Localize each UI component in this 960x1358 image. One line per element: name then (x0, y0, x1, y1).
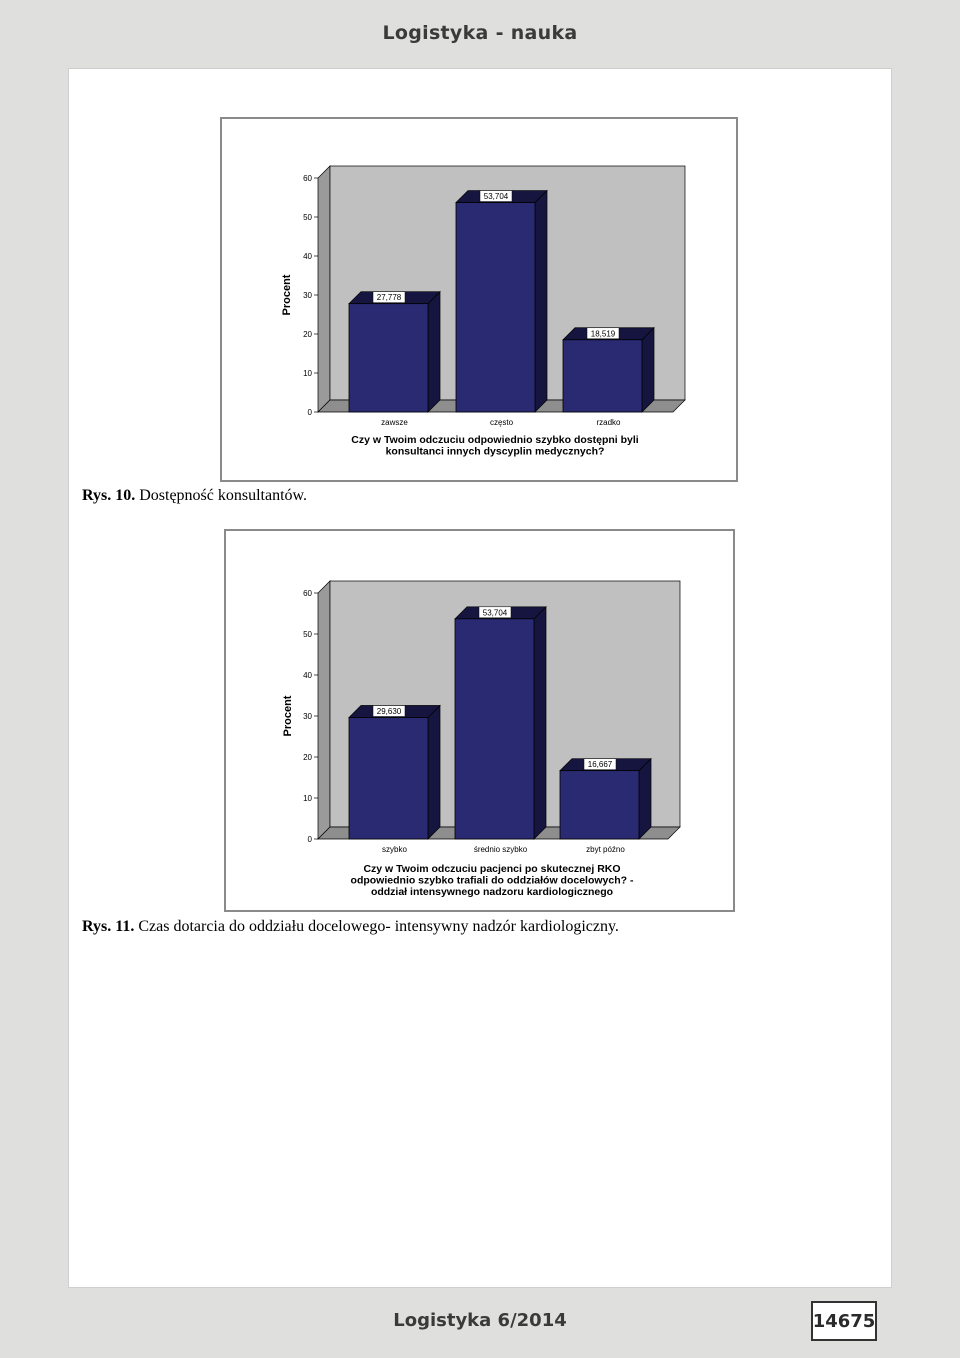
data-label-box (583, 758, 617, 770)
y-tick-label: 0 (308, 408, 313, 417)
x-axis-title-line: oddział intensywnego nadzoru kardiologic… (371, 886, 613, 898)
y-tick-label: 30 (303, 712, 312, 721)
x-axis-title-line: Czy w Twoim odczuciu pacjenci po skutecz… (363, 863, 620, 875)
x-category-label: szybko (382, 845, 407, 854)
y-tick-label: 50 (303, 213, 312, 222)
y-tick-label: 0 (308, 835, 313, 844)
data-label: 29,630 (377, 707, 402, 716)
data-label-box (586, 327, 620, 340)
data-label: 16,667 (588, 760, 613, 769)
y-tick-label: 20 (303, 330, 312, 339)
bar (562, 339, 643, 413)
figure-10-text: Dostępność konsultantów. (139, 487, 308, 504)
data-label-box (478, 606, 512, 619)
y-axis-title: Procent (281, 274, 293, 315)
y-tick-label: 20 (303, 753, 312, 762)
bar-side (638, 757, 652, 840)
bar (559, 770, 640, 840)
bar-side (641, 326, 655, 413)
y-tick-label: 60 (303, 174, 312, 183)
y-tick-label: 60 (303, 589, 312, 598)
data-label-box (372, 705, 406, 717)
bar-chart-consultants-availability: 0 10 20 30 40 50 60 Procent 27,778 zawsze 53,704 cz… (220, 117, 738, 482)
chart-left-wall (317, 165, 331, 413)
bar-chart-transfer-time: 0 10 20 30 40 50 60 Procent 29,630 szybko 53,704 śr… (224, 529, 735, 912)
data-label: 53,704 (484, 192, 509, 201)
bar (454, 618, 535, 840)
x-axis-title-line: konsultanci innych dyscyplin medycznych? (386, 446, 605, 458)
y-tick-label: 40 (303, 671, 312, 680)
chart-left-wall (317, 580, 331, 840)
y-tick-label: 50 (303, 630, 312, 639)
figure-11-caption: Rys. 11. Czas dotarcia do oddziału docel… (82, 918, 619, 936)
figure-10-label: Rys. 10. (82, 487, 136, 504)
bar-side (533, 605, 547, 840)
chart-1-svg: 0 10 20 30 40 50 60 Procent 27,778 zawsze 53,704 cz… (281, 165, 686, 458)
y-tick-label: 10 (303, 794, 312, 803)
bar-side (427, 290, 441, 413)
bar (455, 202, 536, 413)
data-label: 27,778 (377, 293, 402, 302)
x-category-label: średnio szybko (474, 845, 528, 854)
x-category-label: często (490, 418, 514, 427)
page-number: 14675 (811, 1301, 877, 1341)
x-category-label: rzadko (596, 418, 621, 427)
y-tick-label: 30 (303, 291, 312, 300)
y-tick-label: 10 (303, 369, 312, 378)
data-label: 53,704 (483, 608, 508, 617)
bar (348, 303, 429, 413)
journal-issue-footer: Logistyka 6/2014 (393, 1310, 567, 1331)
data-label-box (372, 291, 406, 303)
x-axis-title-line: odpowiednio szybko trafiali do oddziałów… (351, 875, 634, 887)
x-category-label: zbyt późno (586, 845, 625, 854)
bar (348, 717, 429, 840)
journal-section-header: Logistyka - nauka (382, 22, 578, 44)
y-axis-title: Procent (282, 695, 294, 736)
chart-2-svg: 0 10 20 30 40 50 60 Procent 29,630 szybko 53,704 śr… (282, 580, 681, 898)
data-label: 18,519 (591, 329, 616, 338)
data-label-box (479, 190, 513, 202)
figure-11-label: Rys. 11. (82, 918, 135, 935)
bar-side (427, 704, 441, 840)
x-axis-title-line: Czy w Twoim odczuciu odpowiednio szybko … (351, 434, 638, 446)
figure-10-caption: Rys. 10. Dostępność konsultantów. (82, 487, 307, 505)
bar-side (534, 189, 548, 413)
y-tick-label: 40 (303, 252, 312, 261)
figure-11-text: Czas dotarcia do oddziału docelowego- in… (138, 918, 619, 935)
x-category-label: zawsze (381, 418, 408, 427)
